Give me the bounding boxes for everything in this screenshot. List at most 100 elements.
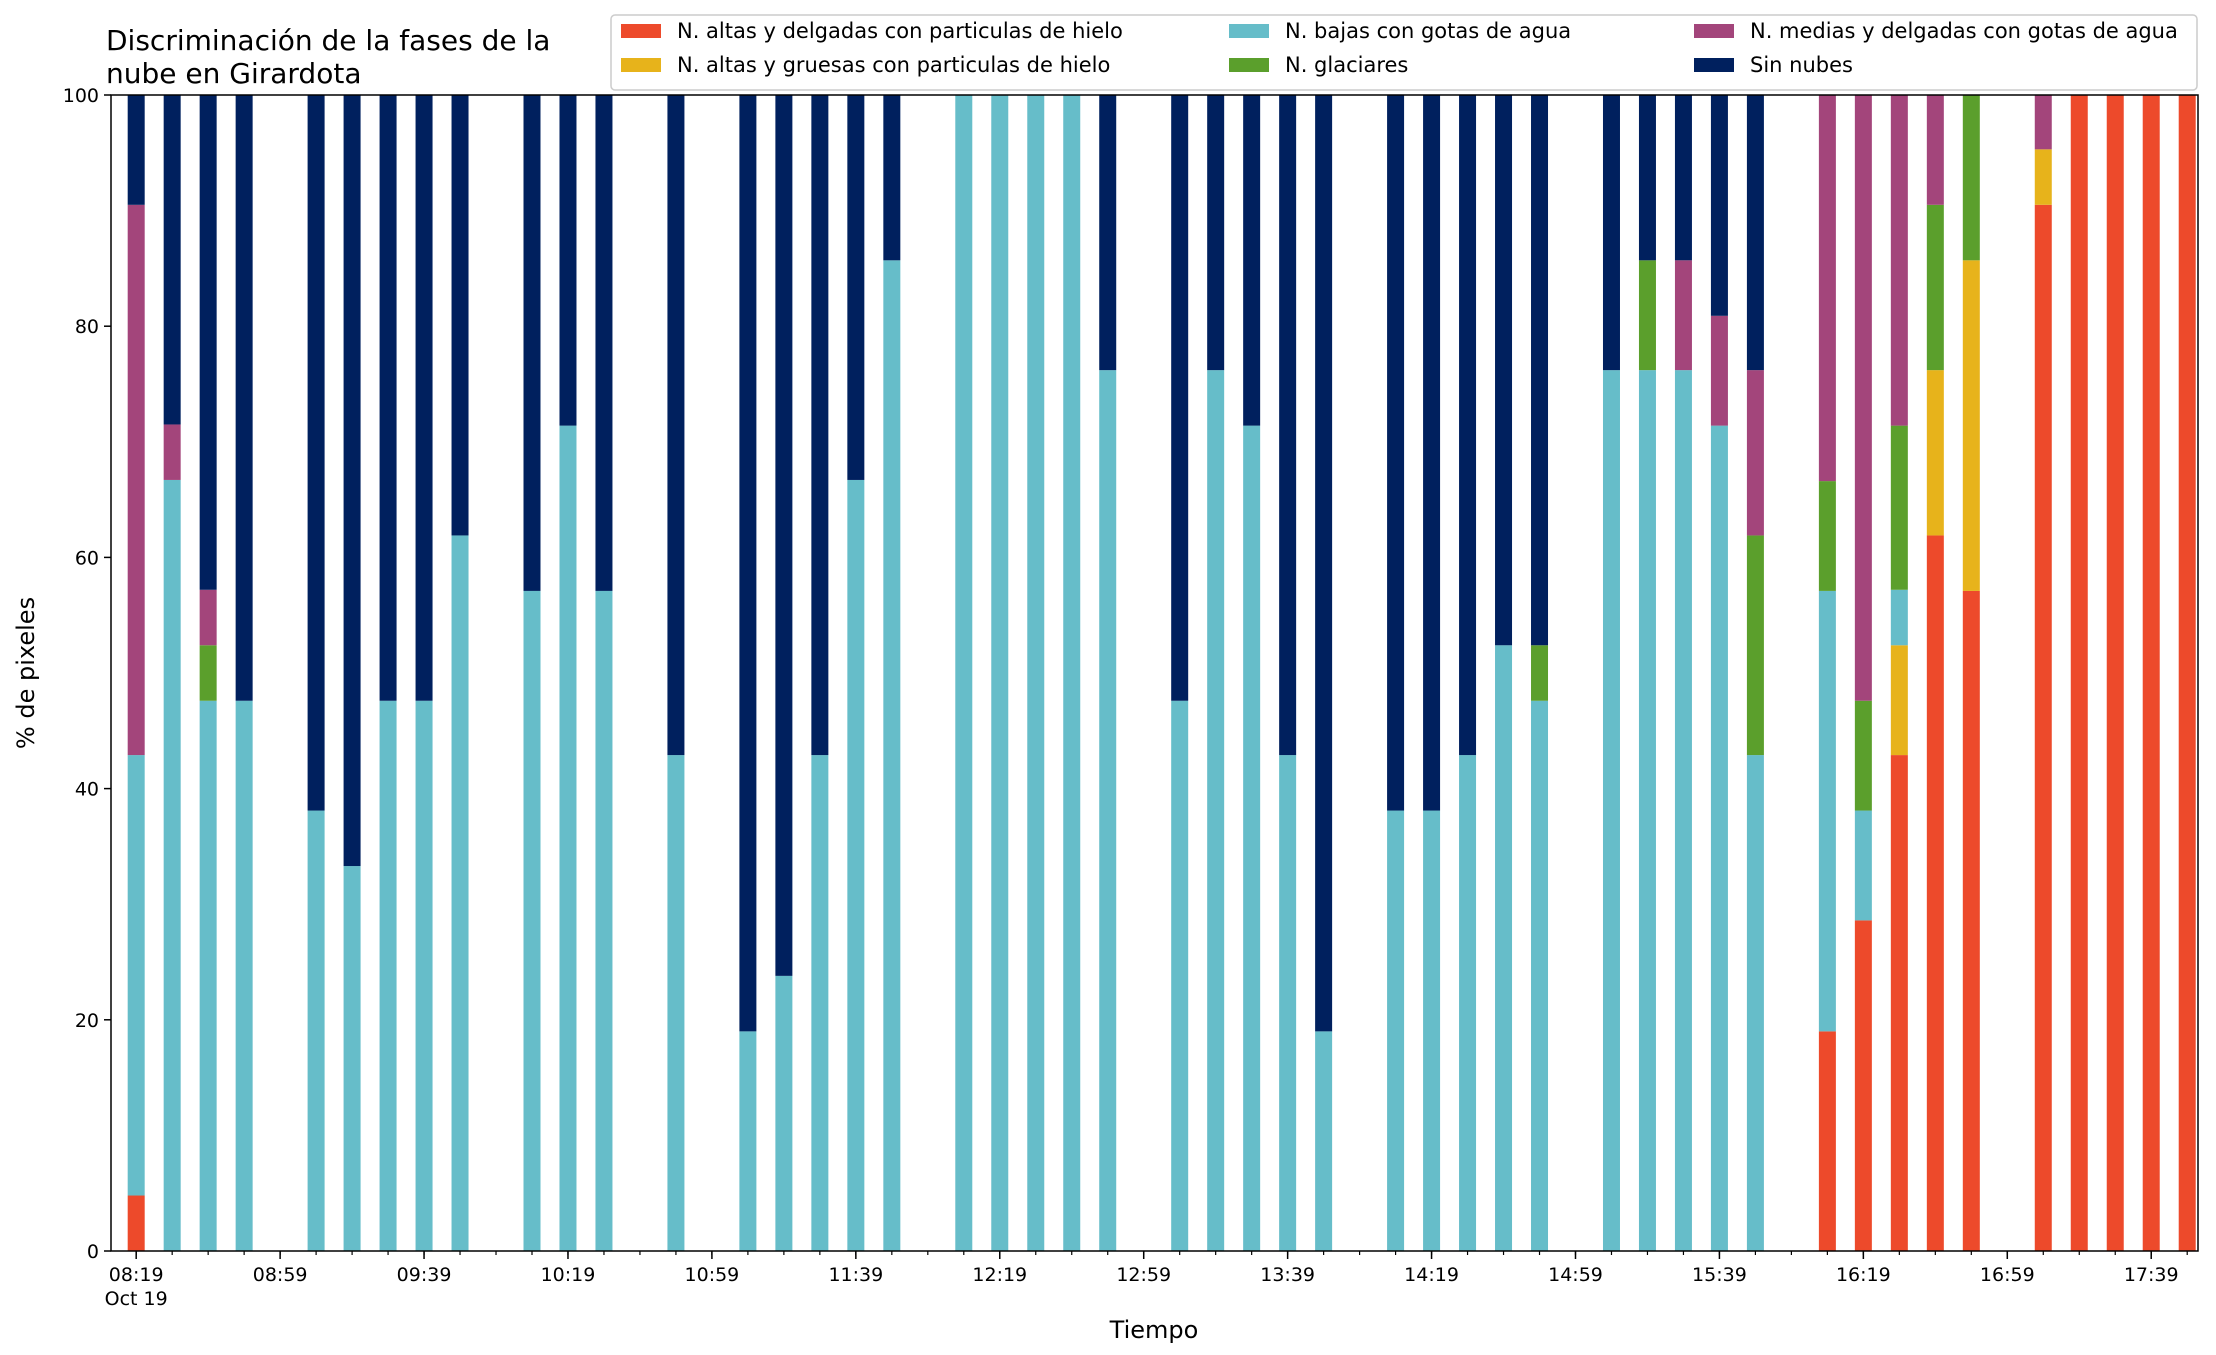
chart-title-line-1: Discriminación de la fases de la [106,24,550,57]
bar-segment-sin_nubes [559,95,577,426]
bar-segment-media [163,424,181,480]
bar-stack [559,95,577,1251]
bar-stack [1638,95,1656,1251]
y-tick-label: 100 [63,85,99,107]
bar-segment-baja [379,700,397,1251]
bar-stack [1818,95,1836,1251]
bar-stack [1710,95,1728,1251]
bar-segment-sin_nubes [1710,95,1728,316]
y-axis: 0 20 40 60 80 100 [63,85,111,1263]
y-tick-label: 80 [75,316,99,338]
bar-stack [307,95,325,1251]
bar-segment-baja [1746,755,1764,1251]
bar-segment-sin_nubes [415,95,433,701]
bar-segment-alta_gruesa [1890,645,1908,756]
bar-segment-baja [1279,755,1297,1251]
x-tick-sublabel: Oct 19 [105,1288,168,1310]
bar-segment-sin_nubes [1602,95,1620,371]
bar-stack [415,95,433,1251]
bar-stack [235,95,253,1251]
legend-frame [610,14,2198,91]
bar-segment-baja [1602,370,1620,1251]
x-tick-label: 08:59 [253,1264,308,1286]
x-tick-label: 13:39 [1260,1264,1315,1286]
bar-segment-glaciar [1746,535,1764,756]
bar-stack [343,95,361,1251]
bar-segment-baja [775,975,793,1251]
bar-segment-baja [883,260,901,1251]
bar-segment-sin_nubes [199,95,217,590]
x-tick-label: 10:59 [685,1264,740,1286]
bar-segment-media [1854,95,1872,701]
x-axis-label: Tiempo [1109,1316,1199,1344]
plot-frame [110,94,2199,1252]
bar-stack [991,95,1009,1251]
bar-segment-glaciar [199,645,217,701]
bar-segment-sin_nubes [667,95,685,756]
bar-stack [1207,95,1225,1251]
bar-stack [2142,95,2160,1251]
bar-stack [667,95,685,1251]
legend-label: N. altas y gruesas con particulas de hie… [677,53,1110,77]
bar-segment-sin_nubes [739,95,757,1032]
bar-stack [1602,95,1620,1251]
bar-stack [451,95,469,1251]
bar-segment-baja [523,590,541,1251]
bar-stack [127,95,145,1251]
bar-segment-sin_nubes [1387,95,1405,811]
legend-item-alta_gruesa: N. altas y gruesas con particulas de hie… [621,53,1110,77]
bar-stack [595,95,613,1251]
bar-segment-media [1710,315,1728,426]
bar-stack [1674,95,1692,1251]
bar-stack [955,95,973,1251]
bar-segment-media [1926,95,1944,205]
axes-layer [110,94,2199,1252]
legend: N. altas y delgadas con particulas de hi… [610,14,2198,91]
bar-segment-baja [739,1031,757,1251]
bar-stack [1926,95,1944,1251]
bar-segment-baja [991,95,1009,1251]
bar-stack [883,95,901,1251]
bar-stack [1459,95,1477,1251]
bar-segment-baja [1099,370,1117,1251]
bar-segment-glaciar [1531,645,1549,701]
bar-segment-media [1818,95,1836,482]
bar-segment-baja [1171,700,1189,1251]
bar-stack [2106,95,2124,1251]
bar-stack [1962,95,1980,1251]
bar-segment-sin_nubes [1099,95,1117,371]
bar-segment-alta_delgada [1890,755,1908,1251]
y-tick-label: 0 [87,1241,99,1263]
bar-stack [1099,95,1117,1251]
bar-segment-sin_nubes [343,95,361,867]
bar-segment-media [199,589,217,646]
bar-segment-media [1746,370,1764,536]
legend-label: N. bajas con gotas de agua [1285,19,1571,43]
bar-segment-sin_nubes [307,95,325,811]
bar-segment-sin_nubes [1495,95,1513,646]
bar-segment-sin_nubes [1279,95,1297,756]
bar-segment-alta_delgada [127,1195,145,1251]
y-tick-label: 40 [75,779,99,801]
bar-segment-sin_nubes [847,95,865,480]
x-tick-label: 17:39 [2124,1264,2179,1286]
legend-item-media: N. medias y delgadas con gotas de agua [1694,19,2178,43]
bar-segment-baja [955,95,973,1251]
bar-segment-alta_gruesa [1962,260,1980,591]
bar-stack [1531,95,1549,1251]
bar-segment-baja [451,535,469,1251]
bar-segment-glaciar [1854,700,1872,811]
legend-item-alta_delgada: N. altas y delgadas con particulas de hi… [621,19,1123,43]
bar-stack [1746,95,1764,1251]
bar-segment-baja [1315,1031,1333,1251]
bar-segment-sin_nubes [1243,95,1261,426]
bar-segment-sin_nubes [1207,95,1225,371]
bar-segment-baja [1027,95,1045,1251]
bar-segment-sin_nubes [1638,95,1656,261]
bar-segment-sin_nubes [451,95,469,536]
x-tick-label: 15:39 [1692,1264,1747,1286]
bar-segment-baja [1423,810,1441,1251]
bar-segment-alta_delgada [1962,590,1980,1251]
